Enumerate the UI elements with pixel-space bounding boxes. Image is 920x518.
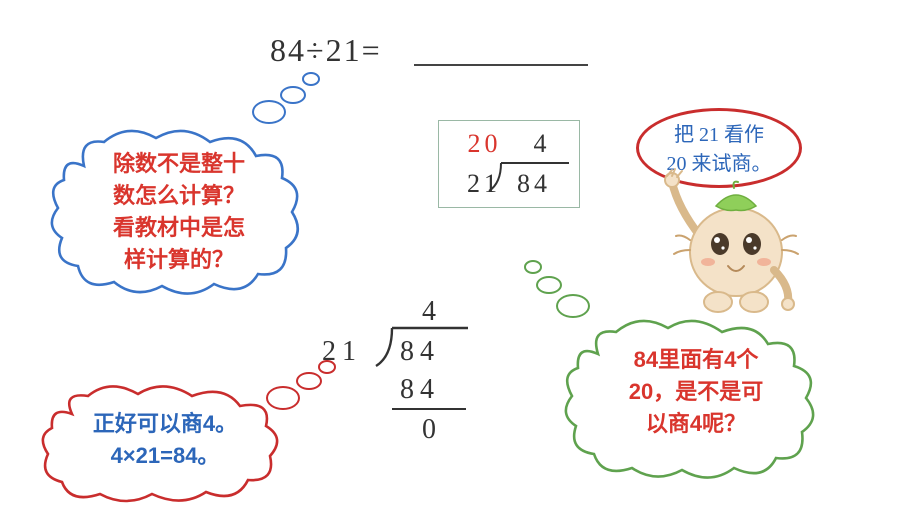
- long-division-line-1: [392, 408, 466, 410]
- mini-division-top-row: 20 4: [439, 129, 579, 159]
- cloud-green: 84里面有4个 20，是不是可 以商4呢？: [560, 308, 820, 478]
- mini-division-quotient: 4: [534, 129, 551, 158]
- mini-division-bottom-row: 21 84: [439, 169, 579, 199]
- long-division: 4 21 84 84 0: [304, 294, 474, 474]
- mini-division-dividend: 84: [517, 169, 551, 198]
- mascot-svg: [674, 180, 794, 320]
- mini-division-trial: 20: [468, 129, 502, 158]
- long-division-remainder: 0: [422, 412, 442, 447]
- slide: 84÷21= 除数不是整十 数怎么计算？ 看教材中是怎 样计算的？ 20 4 21…: [0, 0, 920, 518]
- cloud-red-text: 正好可以商4。 4×21=84。: [72, 408, 258, 472]
- mini-division-divisor: 21: [467, 169, 501, 198]
- equation-blank-line: [414, 64, 588, 66]
- tip-oval: 把 21 看作 20 来试商。: [636, 108, 802, 188]
- cloud-blue-tail-bubble-2: [280, 86, 306, 104]
- mini-division-box: 20 4 21 84: [438, 120, 580, 208]
- mascot: [674, 180, 794, 320]
- long-division-bracket: [374, 324, 474, 374]
- cloud-green-tail-bubble-2: [536, 276, 562, 294]
- cloud-green-tail-bubble-1: [524, 260, 542, 274]
- cloud-blue-text: 除数不是整十 数怎么计算？ 看教材中是怎 样计算的？: [84, 148, 274, 276]
- cloud-blue-tail-bubble-1: [302, 72, 320, 86]
- problem-equation: 84÷21=: [270, 32, 382, 69]
- cloud-red-tail-bubble-2: [296, 372, 322, 390]
- long-division-subtract: 84: [400, 372, 440, 407]
- cloud-red: 正好可以商4。 4×21=84。: [36, 376, 284, 506]
- cloud-green-text: 84里面有4个 20，是不是可 以商4呢？: [604, 344, 788, 440]
- cloud-red-tail-bubble-1: [318, 360, 336, 374]
- cloud-blue: 除数不是整十 数怎么计算？ 看教材中是怎 样计算的？: [44, 116, 304, 296]
